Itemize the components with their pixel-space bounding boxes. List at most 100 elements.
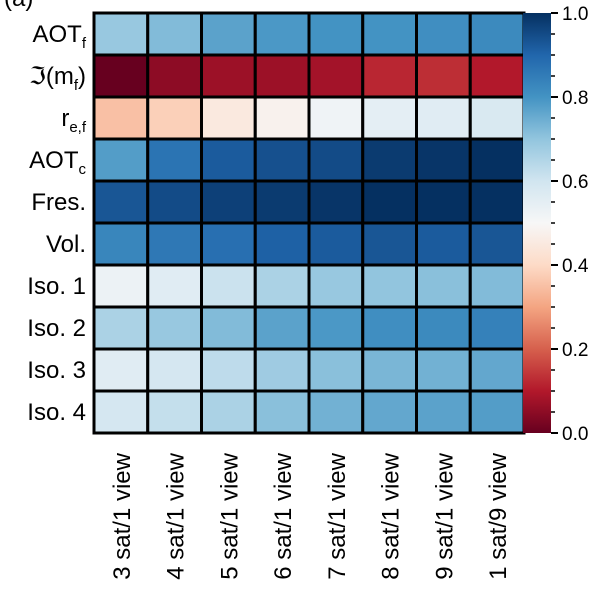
column-label: 9 sat/1 view	[431, 452, 458, 579]
heatmap-cell	[200, 137, 257, 183]
colorbar-tick-label: 1.0	[562, 4, 588, 25]
heatmap-cell	[468, 221, 526, 267]
heatmap-cell	[361, 389, 418, 435]
heatmap-cell	[415, 305, 472, 351]
heatmap-cell	[146, 53, 203, 99]
heatmap-cell	[415, 389, 472, 435]
heatmap-cell	[92, 137, 150, 183]
row-label: AOTf	[32, 21, 86, 52]
heatmap-cell	[307, 137, 365, 183]
heatmap-cell	[146, 95, 203, 141]
column-label: 6 sat/1 view	[270, 452, 297, 579]
heatmap-cells	[92, 11, 526, 435]
heatmap-cell	[307, 263, 365, 309]
heatmap-cell	[200, 179, 257, 225]
heatmap-cell	[92, 347, 150, 393]
heatmap-cell	[307, 389, 365, 435]
colorbar-tick-label: 0.6	[562, 172, 588, 193]
heatmap-cell	[415, 347, 472, 393]
heatmap-cell	[92, 11, 150, 57]
heatmap-cell	[146, 263, 203, 309]
heatmap-cell	[92, 53, 150, 99]
row-label: Iso. 1	[27, 273, 86, 300]
heatmap-cell	[200, 53, 257, 99]
row-label: Iso. 4	[27, 399, 86, 426]
row-labels: AOTf ℑ(mf) re,f AOTc Fres. Vol. Iso. 1 Iso. 2 Is…	[27, 21, 87, 426]
heatmap-cell	[307, 95, 365, 141]
heatmap-cell	[307, 11, 365, 57]
heatmap-cell	[92, 305, 150, 351]
row-label: Iso. 3	[27, 357, 86, 384]
heatmap-cell	[361, 11, 418, 57]
heatmap-cell	[415, 179, 472, 225]
heatmap-cell	[253, 53, 311, 99]
heatmap-cell	[307, 347, 365, 393]
heatmap-cell	[200, 347, 257, 393]
heatmap-cell	[415, 137, 472, 183]
row-label: Vol.	[46, 231, 86, 258]
heatmap-cell	[307, 221, 365, 267]
heatmap-cell	[146, 221, 203, 267]
heatmap-cell	[468, 347, 526, 393]
heatmap-cell	[415, 95, 472, 141]
heatmap-cell	[415, 263, 472, 309]
heatmap-cell	[146, 137, 203, 183]
heatmap-cell	[361, 53, 418, 99]
heatmap-cell	[361, 305, 418, 351]
heatmap-cell	[200, 263, 257, 309]
column-label: 1 sat/9 view	[485, 452, 512, 579]
heatmap-cell	[200, 95, 257, 141]
heatmap-cell	[146, 347, 203, 393]
heatmap-cell	[200, 11, 257, 57]
heatmap-cell	[200, 305, 257, 351]
row-label: AOTc	[29, 147, 86, 178]
column-labels: 3 sat/1 view 4 sat/1 view 5 sat/1 view 6 sa…	[109, 452, 512, 579]
heatmap-cell	[200, 221, 257, 267]
heatmap-cell	[146, 179, 203, 225]
column-label: 3 sat/1 view	[109, 452, 136, 579]
heatmap-cell	[468, 95, 526, 141]
colorbar-tick-label: 0.4	[562, 256, 589, 277]
row-label: re,f	[61, 105, 87, 136]
heatmap-cell	[253, 347, 311, 393]
heatmap-cell	[253, 389, 311, 435]
heatmap-cell	[415, 53, 472, 99]
heatmap-cell	[468, 53, 526, 99]
heatmap-cell	[468, 305, 526, 351]
heatmap-cell	[92, 221, 150, 267]
column-label: 7 sat/1 view	[324, 452, 351, 579]
heatmap-cell	[253, 263, 311, 309]
heatmap-cell	[415, 11, 472, 57]
heatmap-cell	[468, 137, 526, 183]
colorbar-gradient	[523, 13, 551, 433]
heatmap-cell	[415, 221, 472, 267]
column-label: 5 sat/1 view	[216, 452, 243, 579]
heatmap-cell	[361, 179, 418, 225]
heatmap-cell	[200, 389, 257, 435]
colorbar-tick-label: 0.2	[562, 340, 588, 361]
colorbar-tick-label: 0.0	[562, 424, 588, 445]
heatmap-cell	[92, 179, 150, 225]
heatmap-cell	[253, 137, 311, 183]
heatmap-cell	[468, 179, 526, 225]
heatmap-cell	[468, 11, 526, 57]
heatmap-cell	[92, 389, 150, 435]
heatmap-cell	[92, 95, 150, 141]
heatmap-cell	[361, 95, 418, 141]
heatmap-cell	[253, 221, 311, 267]
heatmap-cell	[361, 221, 418, 267]
colorbar-tick-label: 0.8	[562, 88, 588, 109]
heatmap-cell	[92, 263, 150, 309]
heatmap-cell	[253, 179, 311, 225]
row-label: Fres.	[31, 189, 86, 216]
colorbar: 0.0 0.2 0.4 0.6 0.8 1.0	[523, 4, 589, 445]
heatmap-cell	[307, 53, 365, 99]
heatmap-cell	[361, 263, 418, 309]
column-label: 8 sat/1 view	[378, 452, 405, 579]
heatmap-cell	[468, 263, 526, 309]
heatmap-cell	[146, 305, 203, 351]
heatmap-cell	[253, 305, 311, 351]
panel-label: (a)	[4, 0, 33, 12]
heatmap-cell	[307, 305, 365, 351]
